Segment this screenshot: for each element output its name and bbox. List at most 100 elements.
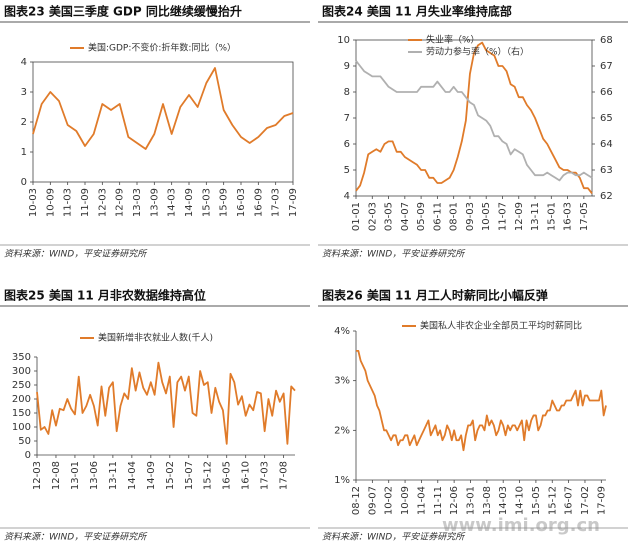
y-tick-label: 2% — [334, 425, 350, 436]
x-tick-label: 05-09 — [416, 202, 427, 231]
legend-label: 美国:GDP:不变价:折年数:同比（%） — [88, 42, 236, 54]
x-tick-label: 12-09 — [514, 202, 525, 231]
x-tick-label: 14-03 — [498, 486, 509, 515]
y-tick-label: 4% — [334, 326, 350, 337]
x-tick-label: 08-12 — [351, 486, 362, 515]
x-tick-label: 17-02 — [580, 486, 591, 515]
y-tick-label: 1 — [21, 147, 27, 158]
x-tick-label: 11-09 — [80, 188, 91, 217]
source: 资料来源：WIND，平安证券研究所 — [322, 249, 466, 260]
y2-tick-label: 67 — [600, 61, 613, 72]
y2-tick-label: 64 — [600, 139, 613, 150]
x-tick-label: 14-10 — [515, 486, 526, 515]
y-tick-label: 1% — [334, 475, 350, 486]
y-tick-label: 8 — [344, 87, 350, 98]
panel-title: 图表25 美国 11 月非农数据维持高位 — [4, 288, 206, 303]
x-tick-label: 13-08 — [482, 486, 493, 515]
x-tick-label: 10-02 — [384, 486, 395, 515]
x-tick-label: 14-09 — [146, 461, 157, 490]
x-tick-label: 09-07 — [367, 486, 378, 515]
y2-tick-label: 68 — [600, 35, 613, 46]
x-tick-label: 13-11 — [108, 461, 119, 490]
x-tick-label: 09-03 — [465, 202, 476, 231]
x-tick-label: 10-03 — [28, 188, 39, 217]
legend-label: 美国私人非农企业全部员工平均时薪同比 — [420, 320, 582, 332]
y-tick-label: 3% — [334, 376, 350, 387]
y2-tick-label: 65 — [600, 113, 613, 124]
x-tick-label: 11-07 — [497, 202, 508, 231]
panel-title: 图表23 美国三季度 GDP 同比继续缓慢抬升 — [4, 4, 242, 19]
y-tick-label: 50 — [18, 436, 31, 447]
x-tick-label: 13-03 — [132, 188, 143, 217]
series-line — [355, 41, 593, 194]
y-tick-label: 7 — [344, 113, 350, 124]
x-tick-label: 06-11 — [432, 202, 443, 231]
x-tick-label: 16-05 — [222, 461, 233, 490]
x-tick-label: 13-01 — [465, 486, 476, 515]
y-tick-label: 4 — [21, 57, 27, 68]
x-tick-label: 15-09 — [219, 188, 230, 217]
x-tick-label: 13-11 — [530, 202, 541, 231]
x-tick-label: 08-01 — [449, 202, 460, 231]
x-tick-label: 03-05 — [384, 202, 395, 231]
y2-tick-label: 62 — [600, 191, 613, 202]
y-tick-label: 150 — [12, 408, 31, 419]
x-tick-label: 17-03 — [271, 188, 282, 217]
y-tick-label: 200 — [12, 394, 31, 405]
x-tick-label: 14-03 — [167, 188, 178, 217]
x-tick-label: 13-01 — [70, 461, 81, 490]
x-tick-label: 15-03 — [201, 188, 212, 217]
x-tick-label: 15-12 — [547, 486, 558, 515]
watermark: www.imi.org.cn — [442, 515, 600, 536]
panel-title: 图表24 美国 11 月失业率维持底部 — [322, 4, 512, 19]
y-tick-label: 350 — [12, 352, 31, 363]
x-tick-label: 13-06 — [89, 461, 100, 490]
series-line — [36, 361, 296, 445]
y-tick-label: 5 — [344, 165, 350, 176]
x-tick-label: 16-03 — [563, 202, 574, 231]
y-tick-label: 10 — [337, 35, 350, 46]
x-tick-label: 15-02 — [165, 461, 176, 490]
x-tick-label: 17-05 — [579, 202, 590, 231]
x-tick-label: 11-04 — [416, 486, 427, 515]
x-tick-label: 14-04 — [127, 461, 138, 490]
panel-title: 图表26 美国 11 月工人时薪同比小幅反弹 — [322, 288, 548, 303]
x-tick-label: 15-05 — [531, 486, 542, 515]
x-tick-label: 04-07 — [400, 202, 411, 231]
x-tick-label: 16-09 — [253, 188, 264, 217]
x-tick-label: 17-09 — [596, 486, 607, 515]
source: 资料来源：WIND，平安证券研究所 — [4, 249, 148, 260]
x-tick-label: 11-11 — [433, 486, 444, 515]
x-tick-label: 15-07 — [184, 461, 195, 490]
series-line — [32, 67, 294, 150]
y-tick-label: 100 — [12, 422, 31, 433]
x-tick-label: 16-10 — [241, 461, 252, 490]
y-tick-label: 0 — [25, 450, 31, 461]
x-tick-label: 17-08 — [279, 461, 290, 490]
x-tick-label: 14-09 — [184, 188, 195, 217]
y2-tick-label: 66 — [600, 87, 613, 98]
x-tick-label: 16-03 — [236, 188, 247, 217]
series-line — [355, 60, 593, 182]
source: 资料来源：WIND，平安证券研究所 — [322, 532, 466, 543]
y-tick-label: 9 — [344, 61, 350, 72]
x-tick-label: 10-05 — [481, 202, 492, 231]
legend-label: 劳动力参与率（%）（右） — [426, 46, 529, 58]
x-tick-label: 02-03 — [367, 202, 378, 231]
x-tick-label: 17-09 — [288, 188, 299, 217]
x-tick-label: 12-03 — [97, 188, 108, 217]
source: 资料来源：WIND，平安证券研究所 — [4, 532, 148, 543]
x-tick-label: 01-01 — [351, 202, 362, 231]
y-tick-label: 0 — [21, 177, 27, 188]
x-tick-label: 10-09 — [400, 486, 411, 515]
y2-tick-label: 63 — [600, 165, 613, 176]
y-tick-label: 2 — [21, 117, 27, 128]
y-tick-label: 4 — [344, 191, 350, 202]
x-tick-label: 15-12 — [203, 461, 214, 490]
y-tick-label: 300 — [12, 366, 31, 377]
y-tick-label: 3 — [21, 87, 27, 98]
x-tick-label: 11-03 — [63, 188, 74, 217]
x-tick-label: 10-09 — [45, 188, 56, 217]
x-tick-label: 12-03 — [32, 461, 43, 490]
y-tick-label: 6 — [344, 139, 350, 150]
